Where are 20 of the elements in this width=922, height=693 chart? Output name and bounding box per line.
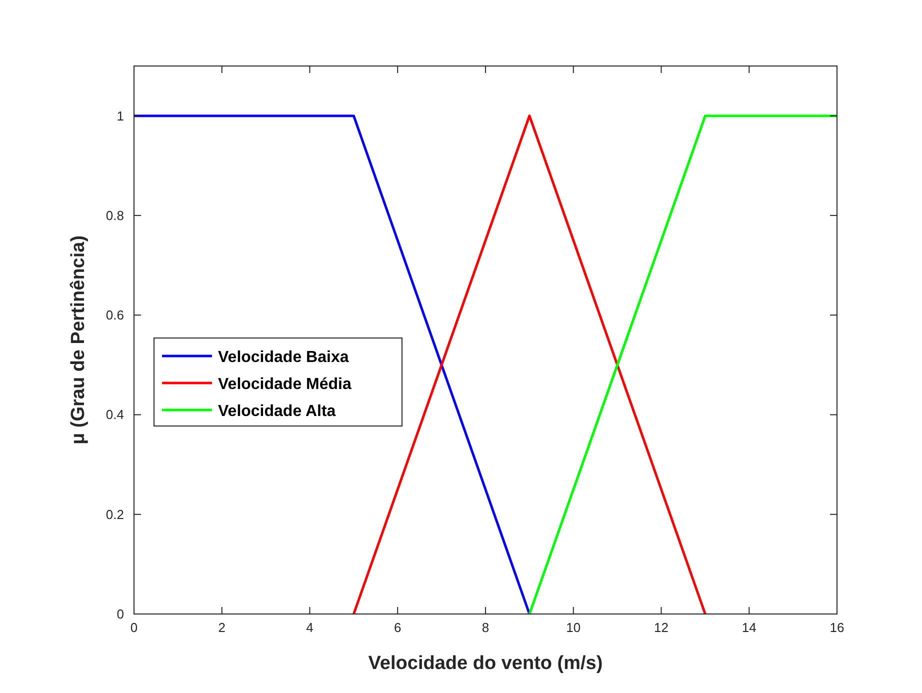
x-tick-label: 6 [394,620,402,635]
y-tick-label: 0.6 [106,308,124,323]
legend-label: Velocidade Alta [218,403,336,420]
x-tick-label: 8 [482,620,490,635]
y-tick-label: 0.8 [106,208,124,223]
legend-label: Velocidade Média [218,376,352,393]
y-axis-title: μ (Grau de Pertinência) [68,235,89,445]
y-tick-label: 0.2 [106,506,124,522]
x-tick-label: 14 [742,620,756,635]
x-tick-label: 10 [566,620,581,635]
x-tick-label: 2 [218,620,226,635]
y-tick-label: 0.4 [106,407,124,422]
x-axis-title: Velocidade do vento (m/s) [368,653,603,674]
x-tick-label: 0 [130,620,138,635]
y-tick-label: 1 [116,108,124,124]
y-tick-label: 0 [116,606,124,622]
x-tick-label: 12 [654,620,668,635]
x-tick-label: 4 [306,620,314,635]
x-tick-label: 16 [830,620,844,635]
legend-label: Velocidade Baixa [218,349,349,366]
